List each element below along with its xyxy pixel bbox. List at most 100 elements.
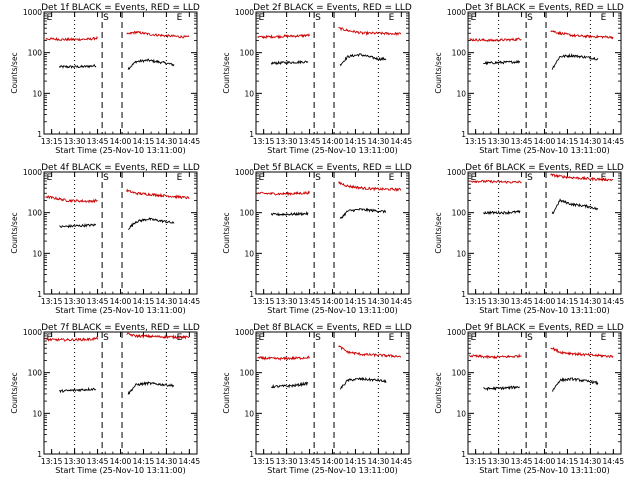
x-tick-label: 14:45 [179,457,201,466]
x-tick-label: 14:00 [110,297,132,306]
x-axis-label: Start Time (25-Nov-10 13:11:00) [55,146,185,155]
y-tick-label: 1000 [235,8,254,17]
plot-frame [43,11,198,135]
x-tick-label: 14:30 [368,137,390,146]
x-tick-label: 13:15 [253,297,275,306]
x-tick-label: 14:45 [603,137,625,146]
y-tick-label: 1 [249,290,254,299]
series-line-lld [469,179,522,184]
y-tick-label: 100 [28,49,43,58]
x-tick-label: 13:30 [488,137,510,146]
x-tick-label: 14:15 [557,457,579,466]
x-axis-label: Start Time (25-Nov-10 13:11:00) [55,466,185,475]
x-tick-label: 13:45 [511,297,533,306]
x-axis-label: Start Time (25-Nov-10 13:11:00) [479,466,609,475]
y-tick-label: 10 [32,89,42,98]
event-marker-label: S [315,333,321,343]
x-tick-label: 14:15 [345,457,367,466]
x-tick-label: 13:15 [253,457,275,466]
y-tick-label: 100 [240,49,255,58]
event-marker-label: E [471,173,477,183]
y-tick-label: 100 [240,369,255,378]
detector-panel: Det 1f BLACK = Events, RED = LLD 1 10 100 10… [10,3,200,155]
x-tick-label: 14:45 [603,457,625,466]
y-axis-label: Counts/sec [434,372,443,413]
plot-frame [255,11,410,135]
y-tick-label: 10 [32,409,42,418]
x-tick-label: 14:15 [345,137,367,146]
x-tick-label: 14:45 [179,297,201,306]
y-tick-label: 100 [452,369,467,378]
series-line-events [271,381,309,389]
x-tick-label: 13:15 [465,457,487,466]
detector-panel: Det 2f BLACK = Events, RED = LLD 1 10 100 10… [222,3,412,155]
panel-title: Det 8f BLACK = Events, RED = LLD [253,323,412,333]
plot-frame [467,171,622,295]
x-tick-label: 14:00 [534,457,556,466]
x-axis-label: Start Time (25-Nov-10 13:11:00) [55,306,185,315]
series-line-events [59,223,97,229]
x-tick-label: 13:45 [299,457,321,466]
series-line-lld [45,336,98,342]
x-tick-label: 13:45 [511,137,533,146]
event-marker-label: S [103,173,109,183]
x-tick-label: 14:00 [322,457,344,466]
series-line-lld [126,332,190,340]
event-marker-label: E [601,333,607,343]
plot-frame [255,331,410,455]
x-tick-label: 13:45 [87,457,109,466]
event-marker-label: E [259,13,265,23]
y-axis-label: Counts/sec [222,212,231,253]
x-axis-label: Start Time (25-Nov-10 13:11:00) [267,146,397,155]
x-axis-label: Start Time (25-Nov-10 13:11:00) [479,306,609,315]
y-tick-label: 10 [244,409,254,418]
x-tick-label: 14:30 [580,297,602,306]
y-axis-label: Counts/sec [222,52,231,93]
y-tick-label: 100 [452,209,467,218]
panel-title: Det 9f BLACK = Events, RED = LLD [465,323,624,333]
series-line-events [483,209,521,216]
series-line-events [270,59,309,66]
y-tick-label: 10 [456,249,466,258]
series-line-events [339,376,387,390]
event-marker-label: S [527,333,533,343]
y-tick-label: 10 [456,89,466,98]
x-tick-label: 13:30 [276,297,298,306]
x-tick-label: 13:45 [87,297,109,306]
panel-title: Det 2f BLACK = Events, RED = LLD [253,3,412,13]
panel-title: Det 3f BLACK = Events, RED = LLD [465,3,624,13]
x-tick-label: 14:00 [322,137,344,146]
x-tick-label: 13:15 [465,137,487,146]
x-tick-label: 13:30 [276,137,298,146]
x-tick-label: 13:30 [276,457,298,466]
series-line-events [339,207,387,219]
series-line-lld [257,33,310,40]
series-line-lld [550,29,614,40]
x-tick-label: 13:30 [64,137,86,146]
panel-title: Det 6f BLACK = Events, RED = LLD [465,163,624,173]
detector-panel: Det 5f BLACK = Events, RED = LLD 1 10 100 10… [222,163,412,315]
x-tick-label: 13:30 [488,297,510,306]
y-tick-label: 1 [249,450,254,459]
y-tick-label: 10 [244,249,254,258]
series-line-lld [338,345,402,359]
panel-title: Det 5f BLACK = Events, RED = LLD [253,163,412,173]
x-tick-label: 13:15 [41,137,63,146]
x-tick-label: 13:30 [488,457,510,466]
event-marker-label: E [177,13,183,23]
x-tick-label: 13:30 [64,297,86,306]
event-marker-label: E [389,13,395,23]
series-line-lld [469,353,522,360]
panel-title: Det 1f BLACK = Events, RED = LLD [41,3,200,13]
event-marker-label: E [47,333,53,343]
series-line-events [270,210,309,217]
x-tick-label: 14:30 [368,457,390,466]
y-tick-label: 100 [28,209,43,218]
event-marker-label: E [601,13,607,23]
y-tick-label: 1000 [23,168,42,177]
x-tick-label: 14:45 [179,137,201,146]
series-line-lld [338,26,402,37]
y-tick-label: 1000 [235,168,254,177]
x-tick-label: 14:30 [368,297,390,306]
